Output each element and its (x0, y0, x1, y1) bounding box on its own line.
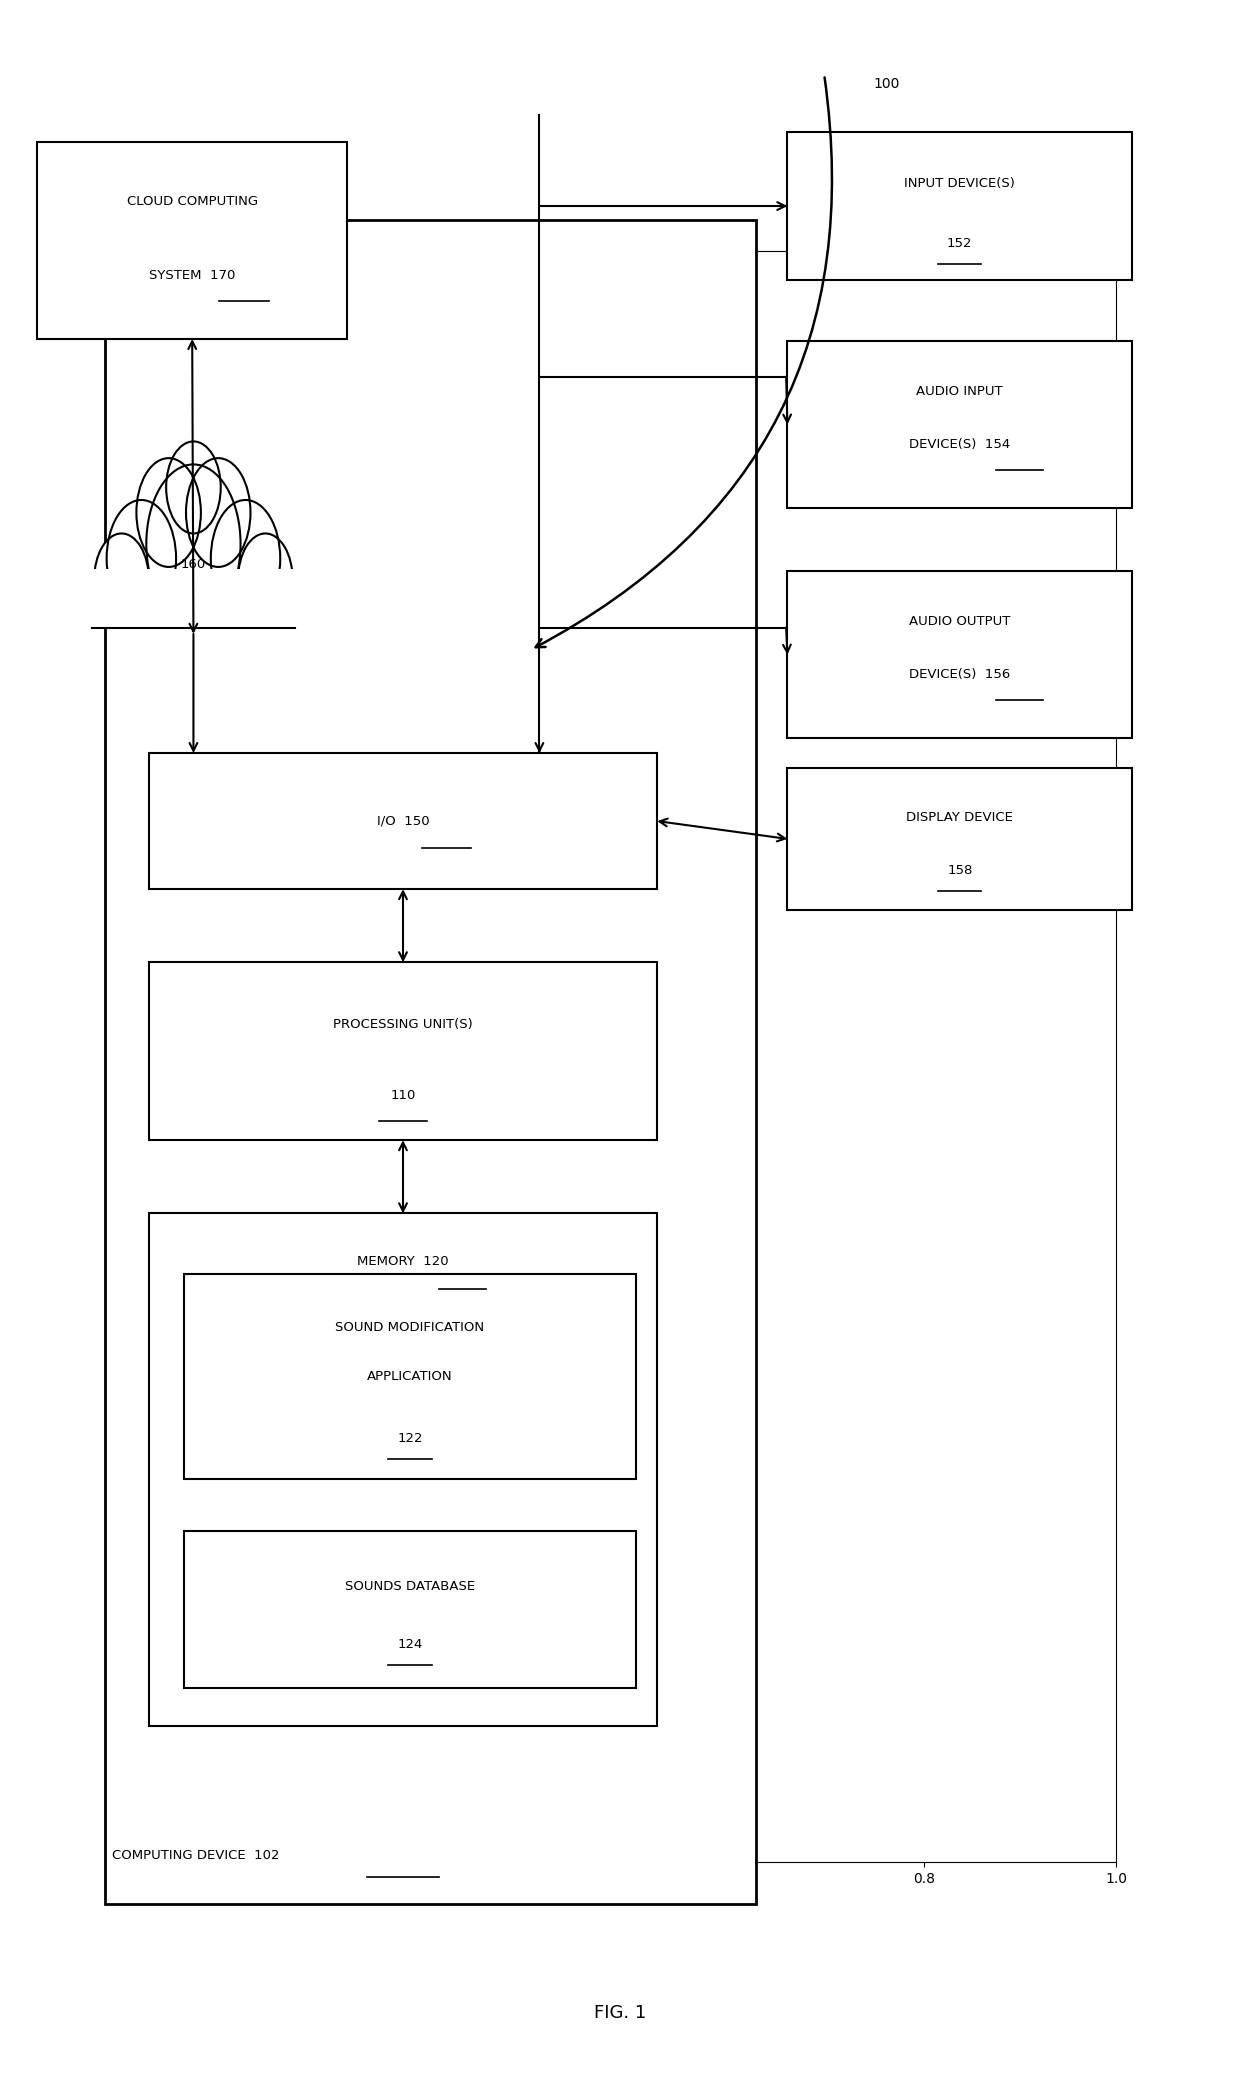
Text: I/O  150: I/O 150 (377, 814, 429, 828)
Bar (149, 962, 657, 1140)
Bar (787, 768, 1132, 910)
Text: DISPLAY DEVICE: DISPLAY DEVICE (906, 812, 1013, 824)
Text: APPLICATION: APPLICATION (367, 1370, 453, 1383)
Bar (105, 220, 756, 1904)
Text: PROCESSING UNIT(S): PROCESSING UNIT(S) (334, 1019, 472, 1031)
Circle shape (146, 464, 241, 623)
Text: 152: 152 (947, 236, 972, 249)
Text: CLOUD COMPUTING: CLOUD COMPUTING (126, 195, 258, 207)
Text: 160: 160 (181, 559, 206, 571)
Bar (787, 132, 1132, 280)
Circle shape (166, 441, 221, 533)
Circle shape (94, 533, 149, 626)
Text: DEVICE(S)  154: DEVICE(S) 154 (909, 437, 1011, 452)
Text: SOUND MODIFICATION: SOUND MODIFICATION (335, 1320, 485, 1335)
Text: AUDIO OUTPUT: AUDIO OUTPUT (909, 615, 1011, 628)
Text: FIG. 1: FIG. 1 (594, 2004, 646, 2021)
Text: 158: 158 (947, 864, 972, 877)
Circle shape (136, 458, 201, 567)
Bar (88, 569, 299, 628)
Text: INPUT DEVICE(S): INPUT DEVICE(S) (904, 178, 1016, 190)
Text: MEMORY  120: MEMORY 120 (357, 1255, 449, 1268)
Bar (37, 142, 347, 339)
Text: AUDIO INPUT: AUDIO INPUT (916, 385, 1003, 397)
Text: 122: 122 (397, 1431, 423, 1446)
Circle shape (211, 500, 280, 617)
Text: DEVICE(S)  156: DEVICE(S) 156 (909, 667, 1011, 682)
Bar (787, 571, 1132, 738)
Text: SOUNDS DATABASE: SOUNDS DATABASE (345, 1579, 475, 1592)
Text: SYSTEM  170: SYSTEM 170 (149, 270, 236, 282)
Bar (184, 1274, 636, 1479)
Circle shape (186, 458, 250, 567)
Bar (787, 341, 1132, 508)
Circle shape (107, 500, 176, 617)
Text: COMPUTING DEVICE  102: COMPUTING DEVICE 102 (112, 1849, 279, 1862)
Circle shape (238, 533, 293, 626)
Text: 110: 110 (391, 1090, 415, 1102)
Text: 124: 124 (397, 1638, 423, 1651)
Bar (149, 1213, 657, 1726)
Text: 100: 100 (873, 77, 900, 90)
Bar (184, 1531, 636, 1688)
Bar (149, 753, 657, 889)
